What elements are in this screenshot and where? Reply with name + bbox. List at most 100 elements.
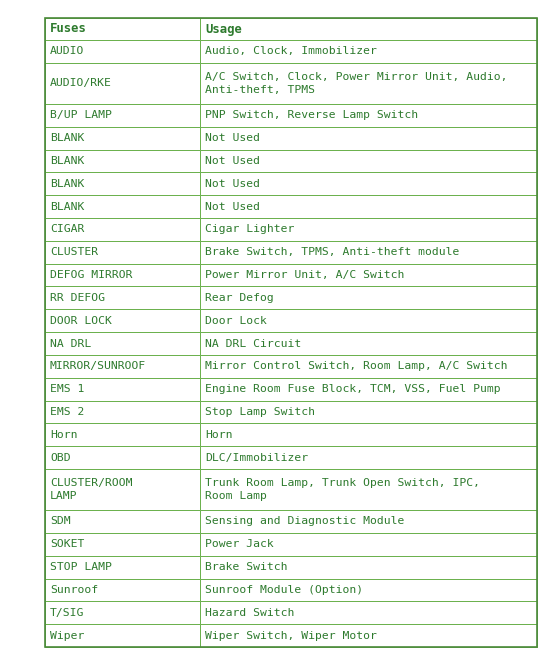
Text: Fuses: Fuses bbox=[50, 22, 87, 35]
Text: CIGAR: CIGAR bbox=[50, 225, 84, 235]
Bar bbox=[200, 624, 537, 647]
Bar bbox=[45, 172, 200, 195]
Bar bbox=[200, 127, 537, 150]
Bar bbox=[45, 195, 200, 218]
Bar bbox=[45, 18, 200, 40]
Text: STOP LAMP: STOP LAMP bbox=[50, 562, 112, 572]
Bar bbox=[45, 510, 200, 533]
Bar bbox=[45, 446, 200, 469]
Text: Audio, Clock, Immobilizer: Audio, Clock, Immobilizer bbox=[205, 47, 377, 57]
Text: Stop Lamp Switch: Stop Lamp Switch bbox=[205, 407, 315, 417]
Text: PNP Switch, Reverse Lamp Switch: PNP Switch, Reverse Lamp Switch bbox=[205, 110, 418, 120]
Bar bbox=[200, 533, 537, 556]
Bar bbox=[45, 218, 200, 241]
Bar bbox=[45, 241, 200, 263]
Text: OBD: OBD bbox=[50, 453, 71, 463]
Bar bbox=[200, 172, 537, 195]
Bar bbox=[45, 104, 200, 127]
Bar bbox=[45, 624, 200, 647]
Text: BLANK: BLANK bbox=[50, 179, 84, 189]
Text: DEFOG MIRROR: DEFOG MIRROR bbox=[50, 270, 132, 280]
Text: Not Used: Not Used bbox=[205, 179, 260, 189]
Text: DOOR LOCK: DOOR LOCK bbox=[50, 315, 112, 326]
Text: SDM: SDM bbox=[50, 516, 71, 526]
Bar bbox=[200, 195, 537, 218]
Bar bbox=[200, 241, 537, 263]
Text: Cigar Lighter: Cigar Lighter bbox=[205, 225, 294, 235]
Bar bbox=[200, 150, 537, 172]
Text: CLUSTER/ROOM
LAMP: CLUSTER/ROOM LAMP bbox=[50, 478, 132, 501]
Bar bbox=[45, 355, 200, 378]
Text: BLANK: BLANK bbox=[50, 202, 84, 212]
Bar bbox=[200, 579, 537, 601]
Bar bbox=[200, 401, 537, 423]
Text: Hazard Switch: Hazard Switch bbox=[205, 608, 294, 618]
Text: Not Used: Not Used bbox=[205, 133, 260, 143]
Bar bbox=[200, 218, 537, 241]
Text: T/SIG: T/SIG bbox=[50, 608, 84, 618]
Bar bbox=[200, 355, 537, 378]
Text: DLC/Immobilizer: DLC/Immobilizer bbox=[205, 453, 308, 463]
Text: Not Used: Not Used bbox=[205, 202, 260, 212]
Bar bbox=[200, 263, 537, 286]
Text: AUDIO/RKE: AUDIO/RKE bbox=[50, 78, 112, 88]
Text: Brake Switch: Brake Switch bbox=[205, 562, 288, 572]
Text: B/UP LAMP: B/UP LAMP bbox=[50, 110, 112, 120]
Bar bbox=[200, 309, 537, 332]
Bar bbox=[45, 378, 200, 401]
Text: MIRROR/SUNROOF: MIRROR/SUNROOF bbox=[50, 361, 146, 371]
Bar bbox=[200, 601, 537, 624]
Bar bbox=[200, 446, 537, 469]
Bar bbox=[45, 127, 200, 150]
Bar bbox=[45, 556, 200, 579]
Bar bbox=[45, 150, 200, 172]
Bar bbox=[200, 286, 537, 309]
Text: Brake Switch, TPMS, Anti-theft module: Brake Switch, TPMS, Anti-theft module bbox=[205, 247, 459, 258]
Text: Power Jack: Power Jack bbox=[205, 539, 274, 549]
Text: NA DRL: NA DRL bbox=[50, 338, 91, 348]
Text: EMS 2: EMS 2 bbox=[50, 407, 84, 417]
Text: AUDIO: AUDIO bbox=[50, 47, 84, 57]
Bar bbox=[45, 263, 200, 286]
Text: Sunroof: Sunroof bbox=[50, 585, 98, 595]
Bar bbox=[45, 423, 200, 446]
Bar bbox=[45, 286, 200, 309]
Text: Rear Defog: Rear Defog bbox=[205, 293, 274, 303]
Bar bbox=[45, 401, 200, 423]
Text: SOKET: SOKET bbox=[50, 539, 84, 549]
Bar bbox=[200, 378, 537, 401]
Text: Power Mirror Unit, A/C Switch: Power Mirror Unit, A/C Switch bbox=[205, 270, 405, 280]
Bar bbox=[45, 533, 200, 556]
Text: Trunk Room Lamp, Trunk Open Switch, IPC,
Room Lamp: Trunk Room Lamp, Trunk Open Switch, IPC,… bbox=[205, 478, 480, 501]
Bar bbox=[200, 423, 537, 446]
Text: A/C Switch, Clock, Power Mirror Unit, Audio,
Anti-theft, TPMS: A/C Switch, Clock, Power Mirror Unit, Au… bbox=[205, 72, 507, 95]
Text: RR DEFOG: RR DEFOG bbox=[50, 293, 105, 303]
Text: Wiper Switch, Wiper Motor: Wiper Switch, Wiper Motor bbox=[205, 631, 377, 641]
Bar bbox=[200, 63, 537, 104]
Text: Horn: Horn bbox=[205, 430, 232, 440]
Bar bbox=[45, 601, 200, 624]
Bar bbox=[200, 510, 537, 533]
Bar bbox=[200, 556, 537, 579]
Bar bbox=[45, 309, 200, 332]
Text: BLANK: BLANK bbox=[50, 133, 84, 143]
Bar bbox=[45, 469, 200, 510]
Bar bbox=[200, 40, 537, 63]
Bar bbox=[45, 40, 200, 63]
Text: Door Lock: Door Lock bbox=[205, 315, 267, 326]
Bar bbox=[200, 332, 537, 355]
Bar bbox=[200, 104, 537, 127]
Text: Not Used: Not Used bbox=[205, 156, 260, 166]
Text: Sunroof Module (Option): Sunroof Module (Option) bbox=[205, 585, 363, 595]
Text: Wiper: Wiper bbox=[50, 631, 84, 641]
Text: Mirror Control Switch, Room Lamp, A/C Switch: Mirror Control Switch, Room Lamp, A/C Sw… bbox=[205, 361, 507, 371]
Bar bbox=[45, 579, 200, 601]
Text: Horn: Horn bbox=[50, 430, 77, 440]
Text: CLUSTER: CLUSTER bbox=[50, 247, 98, 258]
Bar bbox=[45, 63, 200, 104]
Text: NA DRL Circuit: NA DRL Circuit bbox=[205, 338, 301, 348]
Text: Usage: Usage bbox=[205, 22, 242, 35]
Text: Engine Room Fuse Block, TCM, VSS, Fuel Pump: Engine Room Fuse Block, TCM, VSS, Fuel P… bbox=[205, 384, 501, 394]
Text: EMS 1: EMS 1 bbox=[50, 384, 84, 394]
Bar bbox=[200, 469, 537, 510]
